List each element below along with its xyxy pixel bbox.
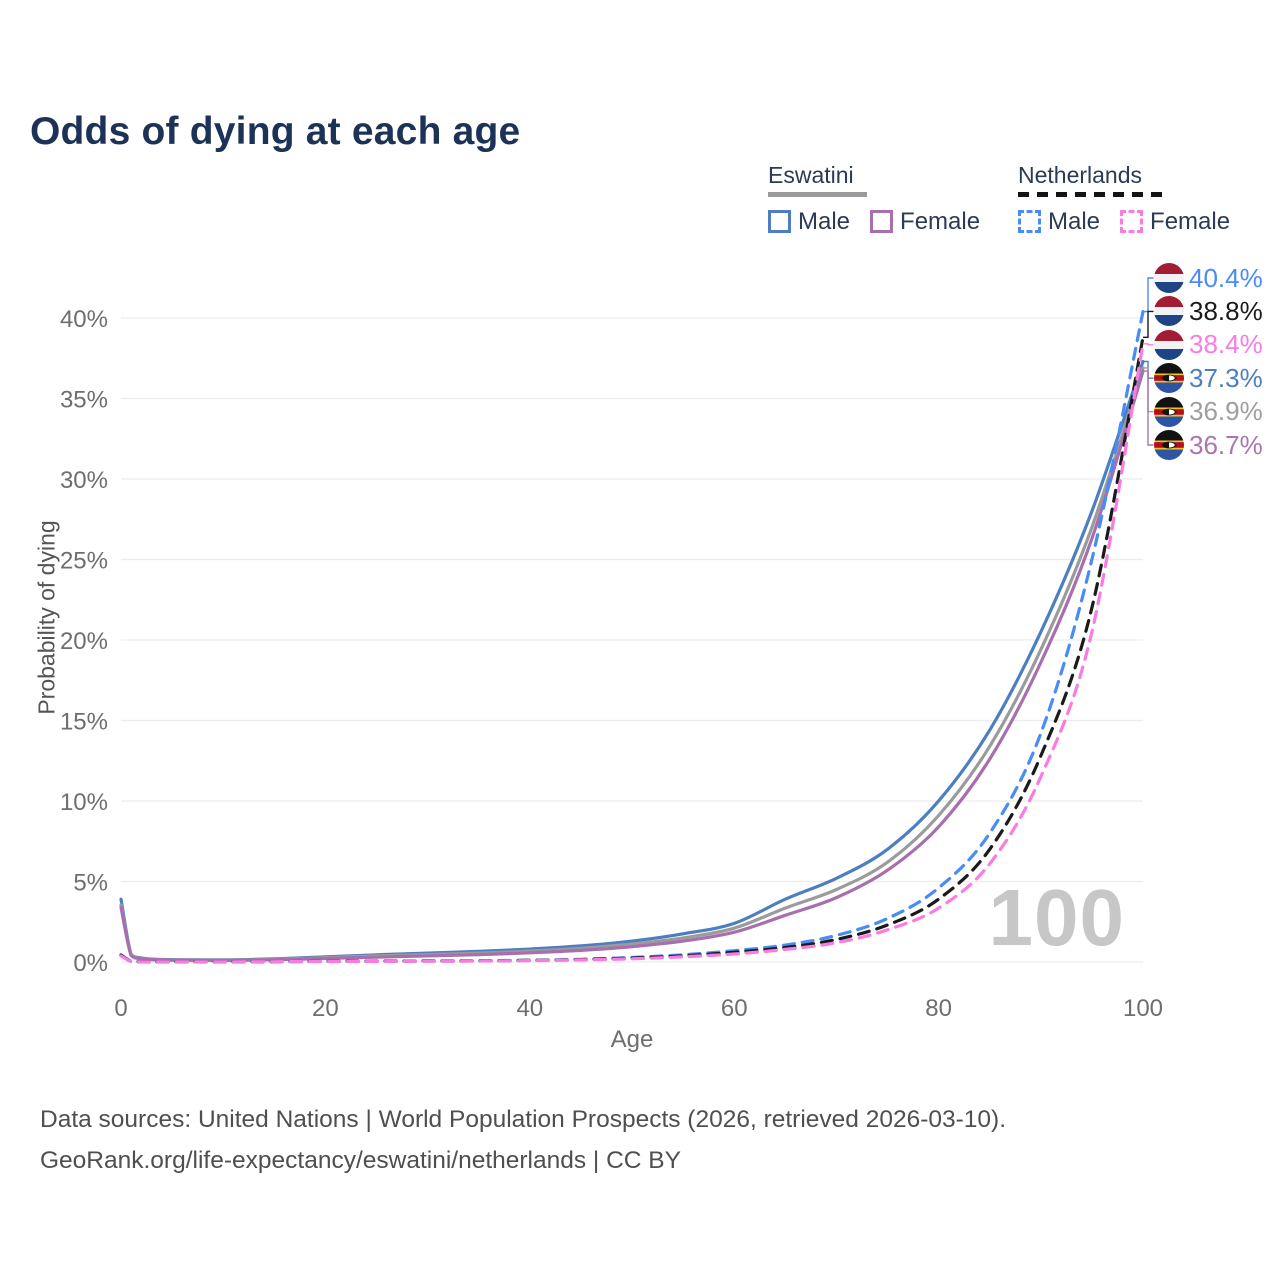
end-label-leader-line (1143, 343, 1154, 346)
end-label-row: 38.4% (1154, 329, 1263, 360)
end-label-row: 40.4% (1154, 263, 1263, 294)
end-label-value: 40.4% (1189, 262, 1263, 293)
legend-title-netherlands: Netherlands (1018, 162, 1143, 188)
legend-group-eswatini: Eswatini Male Female (768, 162, 980, 236)
legend-item-label: Male (798, 207, 851, 235)
eswatini-flag-icon (1154, 430, 1184, 460)
flag-slot (1154, 296, 1184, 327)
legend-item-eswatini-male[interactable]: Male (768, 208, 850, 236)
flag-slot (1154, 263, 1184, 293)
netherlands-flag-icon (1154, 329, 1184, 360)
eswatini-male-swatch-icon (768, 210, 791, 233)
legend-item-label: Female (1150, 207, 1231, 235)
attribution-link-text[interactable]: GeoRank.org/life-expectancy/eswatini/net… (40, 1147, 681, 1174)
flag-slot (1154, 329, 1184, 360)
y-tick-label: 0% (73, 950, 108, 977)
series-netherlands-all-line (119, 335, 1145, 964)
eswatini-female-swatch-icon (870, 210, 894, 233)
end-label-row: 37.3% (1154, 363, 1263, 394)
netherlands-flag-icon (1154, 296, 1184, 327)
legend-item-netherlands-male[interactable]: Male (1018, 208, 1100, 236)
y-tick-label: 20% (60, 628, 108, 655)
y-tick-label: 15% (60, 709, 108, 736)
x-tick-label: 80 (925, 995, 952, 1022)
series-eswatini-male-line (119, 359, 1145, 962)
series-eswatini-all-line (119, 366, 1145, 962)
y-tick-label: 5% (73, 870, 108, 897)
end-label-value: 38.8% (1189, 295, 1263, 326)
y-tick-label: 10% (60, 789, 108, 816)
y-axis-title: Probability of dying (33, 520, 60, 715)
flag-slot (1154, 363, 1184, 394)
x-tick-label: 0 (114, 995, 127, 1022)
end-label-leader-line (1143, 277, 1154, 313)
end-label-value: 38.4% (1189, 329, 1263, 360)
end-label-row: 38.8% (1154, 296, 1263, 327)
legend-item-eswatini-female[interactable]: Female (870, 208, 980, 236)
legend-title-eswatini: Eswatini (768, 162, 854, 188)
series-netherlands-female-line (119, 342, 1145, 964)
end-label-value: 37.3% (1189, 362, 1263, 393)
end-label-value: 36.7% (1189, 429, 1263, 460)
legend-item-netherlands-female[interactable]: Female (1120, 208, 1230, 236)
flag-slot (1154, 430, 1184, 460)
data-sources-text: Data sources: United Nations | World Pop… (40, 1106, 1007, 1133)
y-tick-label: 40% (60, 306, 108, 333)
legend-item-label: Male (1048, 207, 1101, 235)
eswatini-solid-line-sample (768, 192, 867, 197)
x-tick-label: 20 (312, 995, 339, 1022)
y-tick-label: 25% (60, 548, 108, 575)
eswatini-flag-icon (1154, 396, 1184, 427)
eswatini-flag-icon (1154, 363, 1184, 394)
x-tick-label: 40 (516, 995, 543, 1022)
netherlands-female-swatch-icon (1120, 210, 1144, 233)
x-tick-label: 60 (721, 995, 748, 1022)
x-tick-label: 100 (1123, 995, 1163, 1022)
legend-group-netherlands: Netherlands Male Female (1018, 162, 1230, 236)
end-label-leader-line (1143, 310, 1154, 338)
end-label-leader-line (1143, 370, 1154, 446)
end-label-row: 36.9% (1154, 396, 1263, 427)
series-eswatini-female-line (119, 369, 1145, 963)
y-tick-label: 30% (60, 467, 108, 494)
flag-slot (1154, 396, 1184, 427)
legend-item-label: Female (900, 207, 981, 235)
netherlands-male-swatch-icon (1018, 210, 1041, 233)
netherlands-dashed-line-sample (1018, 192, 1164, 197)
y-tick-label: 35% (60, 387, 108, 414)
end-label-row: 36.7% (1154, 430, 1263, 461)
end-label-value: 36.9% (1189, 396, 1263, 427)
age-watermark: 100 (988, 873, 1125, 962)
x-axis-title: Age (610, 1026, 654, 1053)
netherlands-flag-icon (1154, 263, 1184, 293)
page-title: Odds of dying at each age (30, 110, 521, 154)
